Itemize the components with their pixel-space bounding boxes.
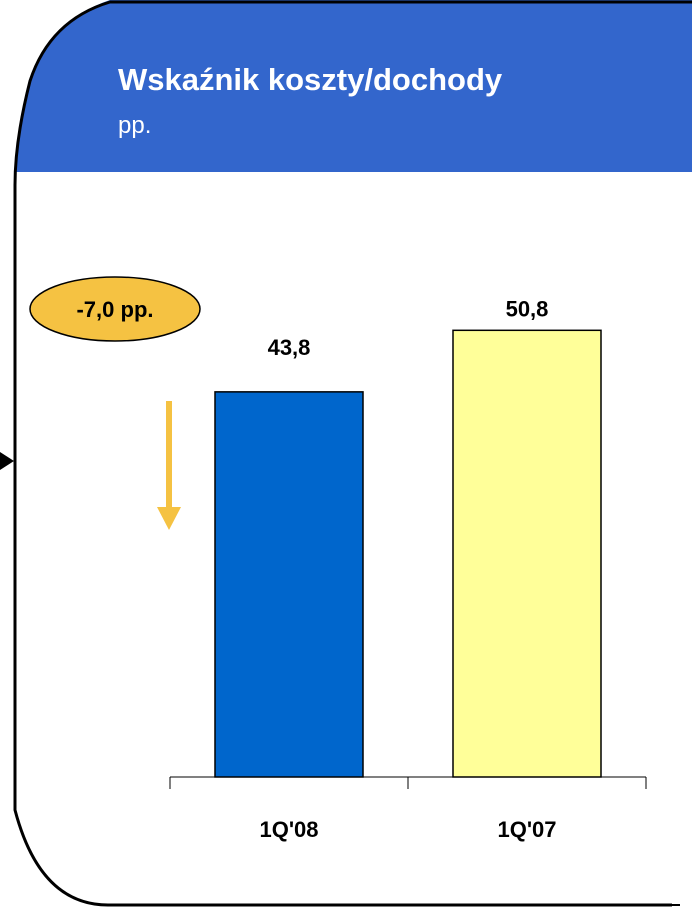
change-badge-label: -7,0 pp. [76, 297, 153, 322]
down-arrow-icon [157, 507, 181, 530]
down-arrow-shaft [166, 401, 172, 509]
change-badge [29, 276, 201, 342]
value-label-1: 50,8 [506, 296, 549, 321]
bars-group: 43,8 1Q'08 50,8 1Q'07 [214, 296, 602, 842]
bar-1 [452, 329, 602, 778]
chart-title: Wskaźnik koszty/dochody [118, 62, 503, 97]
chart-subtitle: pp. [118, 112, 151, 139]
header-band [15, 0, 692, 172]
left-arrowhead-icon [0, 452, 14, 470]
panel-border [13, 0, 692, 907]
bar-0 [214, 391, 364, 778]
category-label-0: 1Q'08 [259, 817, 318, 842]
category-label-1: 1Q'07 [497, 817, 556, 842]
value-label-0: 43,8 [268, 335, 311, 360]
